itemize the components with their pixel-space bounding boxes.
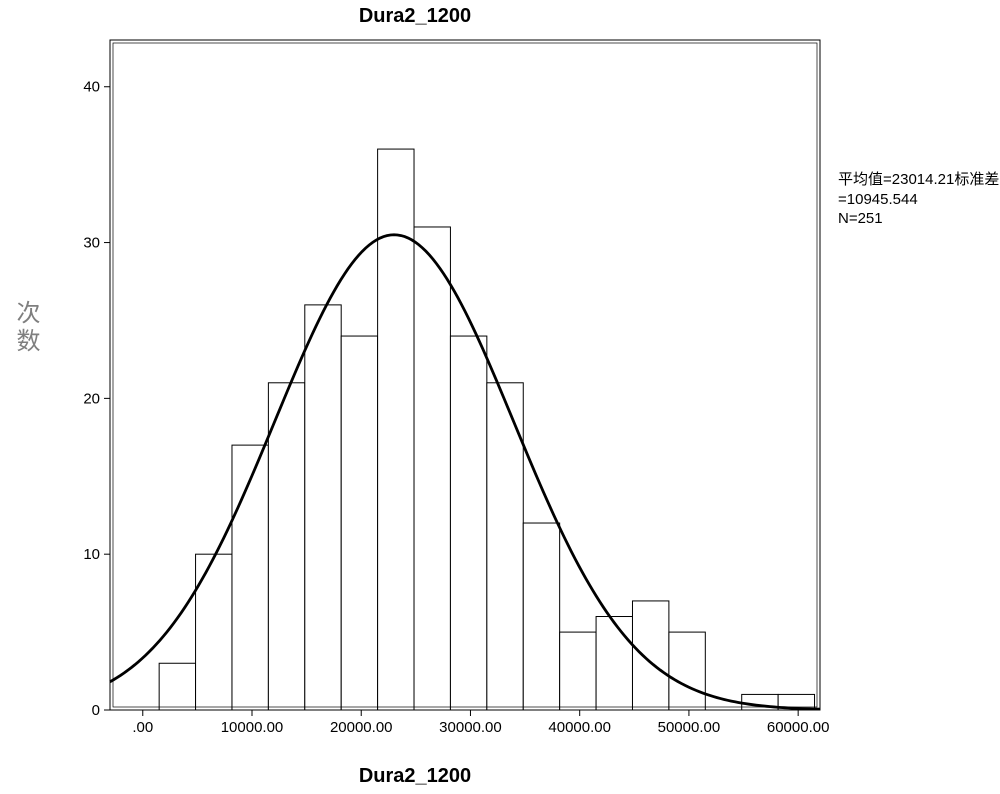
histogram-chart: 0 10 20 30 40 .00 10000.00 20000.00 30000.00 4000…: [60, 35, 830, 755]
histogram-bar: [232, 445, 268, 710]
y-tick-label: 20: [83, 390, 100, 407]
x-tick-label: .00: [132, 719, 153, 736]
histogram-bar: [268, 383, 304, 710]
stats-line-1: 平均值=23014.21标准差: [838, 170, 999, 190]
histogram-bar: [341, 336, 377, 710]
histogram-bar: [196, 554, 232, 710]
x-tick-label: 30000.00: [439, 719, 502, 736]
y-tick-label: 0: [92, 702, 100, 719]
y-axis-label: 次数: [8, 300, 43, 356]
chart-title: Dura2_1200: [0, 5, 830, 28]
histogram-bar: [159, 663, 195, 710]
y-tick-label: 40: [83, 79, 100, 96]
stats-block: 平均值=23014.21标准差 =10945.544 N=251: [838, 170, 999, 229]
histogram-bar: [450, 336, 486, 710]
histogram-bar: [632, 601, 668, 710]
y-tick-label: 10: [83, 546, 100, 563]
x-tick-label: 40000.00: [548, 719, 611, 736]
histogram-bar: [669, 632, 705, 710]
y-tick-label: 30: [83, 235, 100, 252]
stats-line-3: N=251: [838, 209, 999, 229]
histogram-bar: [414, 227, 450, 710]
x-tick-label: 50000.00: [658, 719, 721, 736]
x-axis-label: Dura2_1200: [0, 765, 830, 788]
histogram-bar: [560, 632, 596, 710]
histogram-bar: [378, 149, 414, 710]
x-tick-label: 20000.00: [330, 719, 393, 736]
stats-line-2: =10945.544: [838, 190, 999, 210]
x-tick-label: 60000.00: [767, 719, 830, 736]
histogram-bar: [596, 617, 632, 710]
histogram-bar: [523, 523, 559, 710]
histogram-bar: [305, 305, 341, 710]
x-tick-label: 10000.00: [221, 719, 284, 736]
